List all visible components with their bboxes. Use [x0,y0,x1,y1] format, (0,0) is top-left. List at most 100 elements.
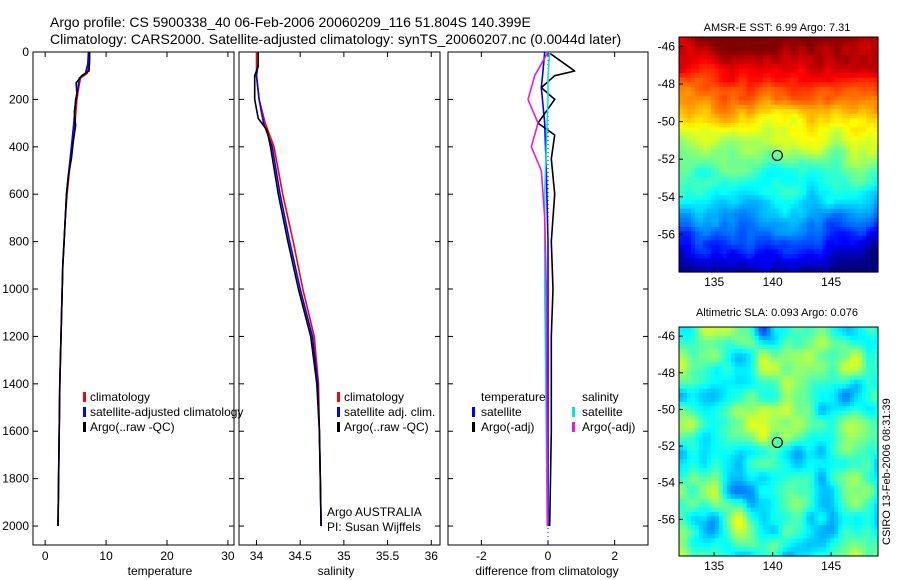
heatmap-cell [718,428,724,434]
heatmap-cell [690,267,696,273]
heatmap-cell [802,489,807,495]
heatmap-cell [690,46,696,52]
heatmap-cell [782,100,788,106]
heatmap-cell [766,467,772,473]
heatmap-cell [682,50,688,56]
heatmap-cell [682,181,688,187]
heatmap-cell [682,100,688,106]
heatmap-cell [838,437,843,443]
heatmap-cell [790,262,796,269]
heatmap-cell [850,511,855,517]
heatmap-cell [679,511,684,517]
heatmap-cell [794,131,799,138]
heatmap-cell [798,441,803,447]
heatmap-cell [810,190,815,196]
heatmap-cell [786,73,792,79]
heatmap-cell [794,432,799,438]
heatmap-cell [830,190,835,196]
heatmap-cell [702,335,708,341]
heatmap-cell [706,335,712,341]
heatmap-cell [842,428,847,434]
heatmap-cell [810,463,815,469]
heatmap-cell [810,100,815,106]
heatmap-cell [722,235,728,241]
heatmap-cell [858,249,863,255]
heatmap-cell [734,258,740,264]
heatmap-cell [679,437,684,443]
heatmap-cell [842,199,847,205]
heatmap-cell [758,249,764,255]
heatmap-cell [686,86,692,92]
heatmap-cell [798,476,803,482]
heatmap-cell [790,401,796,407]
heatmap-cell [866,199,871,205]
heatmap-cell [870,64,875,70]
heatmap-cell [706,204,712,210]
sst-map: 135 140 145-46-48-50-52-54-56 [658,36,879,289]
heatmap-cell [710,384,716,390]
heatmap-cell [866,77,871,83]
heatmap-cell [698,109,704,115]
heatmap-cell [766,163,772,169]
heatmap-cell [758,235,764,241]
heatmap-cell [802,445,807,451]
heatmap-cell [810,362,815,368]
heatmap-cell [774,235,780,241]
heatmap-cell [790,208,796,214]
heatmap-cell [698,507,704,513]
heatmap-cell [690,503,696,509]
heatmap-cell [794,37,799,43]
heatmap-cell [858,472,863,478]
heatmap-cell [694,419,700,425]
heatmap-cell [838,441,843,447]
heatmap-cell [846,190,851,196]
heatmap-cell [698,181,704,187]
heatmap-cell [806,331,811,337]
heatmap-cell [766,68,772,74]
heatmap-cell [870,244,875,250]
heatmap-cell [810,163,815,169]
heatmap-cell [774,344,780,350]
heatmap-cell [786,401,792,407]
heatmap-cell [862,68,867,74]
heatmap-cell [818,375,823,381]
heatmap-cell [706,186,712,192]
heatmap-cell [722,181,728,187]
heatmap-cell [758,459,764,465]
heatmap-cell [834,371,839,377]
legend-diff-temperature: temperature [481,390,546,404]
annotation-pi: PI: Susan Wijffels [327,520,421,534]
heatmap-cell [722,327,728,332]
heatmap-cell [834,467,839,473]
heatmap-cell [814,113,819,119]
heatmap-cell [762,419,768,425]
heatmap-cell [862,249,867,255]
heatmap-cell [806,55,811,61]
heatmap-cell [722,50,728,56]
heatmap-cell [798,208,803,214]
heatmap-cell [754,163,760,169]
heatmap-cell [814,397,819,403]
heatmap-cell [730,432,736,438]
heatmap-cell [854,195,859,201]
heatmap-cell [742,235,748,241]
heatmap-cell [686,349,692,355]
heatmap-cell [814,388,819,394]
heatmap-cell [718,82,724,88]
heatmap-cell [798,498,803,504]
heatmap-cell [862,335,867,341]
heatmap-cell [782,481,788,487]
heatmap-cell [702,204,708,210]
heatmap-cell [706,450,712,456]
heatmap-cell [846,159,851,165]
heatmap-cell [742,432,748,438]
heatmap-cell [762,331,768,337]
heatmap-cell [690,235,696,241]
heatmap-cell [750,91,756,97]
heatmap-cell [874,217,879,223]
heatmap-cell [758,217,764,223]
heatmap-cell [814,481,819,487]
heatmap-cell [854,163,859,169]
heatmap-cell [714,226,720,232]
heatmap-cell [830,59,835,65]
